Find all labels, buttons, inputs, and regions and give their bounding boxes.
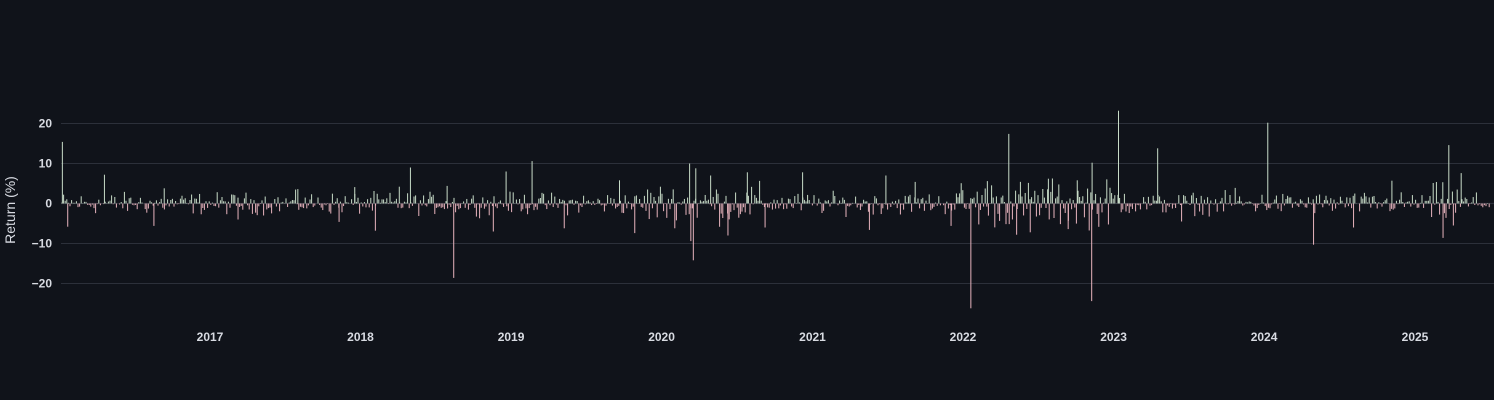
y-tick-label: 10	[39, 157, 53, 171]
y-tick-label: −10	[32, 237, 53, 251]
x-tick-label: 2025	[1402, 330, 1429, 344]
x-tick-label: 2022	[950, 330, 977, 344]
x-axis-ticks: 2017 2018 2019 2020 2021 2022 2023 2024 2025	[197, 330, 1429, 344]
return-bars	[61, 110, 1490, 309]
x-tick-label: 2018	[347, 330, 374, 344]
x-tick-label: 2021	[799, 330, 826, 344]
x-tick-label: 2020	[648, 330, 675, 344]
y-tick-label: −20	[32, 277, 53, 291]
x-tick-label: 2024	[1251, 330, 1278, 344]
y-tick-label: 20	[39, 117, 53, 131]
y-axis-label: Return (%)	[2, 176, 18, 244]
x-tick-label: 2023	[1100, 330, 1127, 344]
x-tick-label: 2019	[498, 330, 525, 344]
y-axis-ticks: 20 10 0 −10 −20	[32, 117, 53, 291]
y-tick-label: 0	[45, 197, 52, 211]
x-tick-label: 2017	[197, 330, 224, 344]
